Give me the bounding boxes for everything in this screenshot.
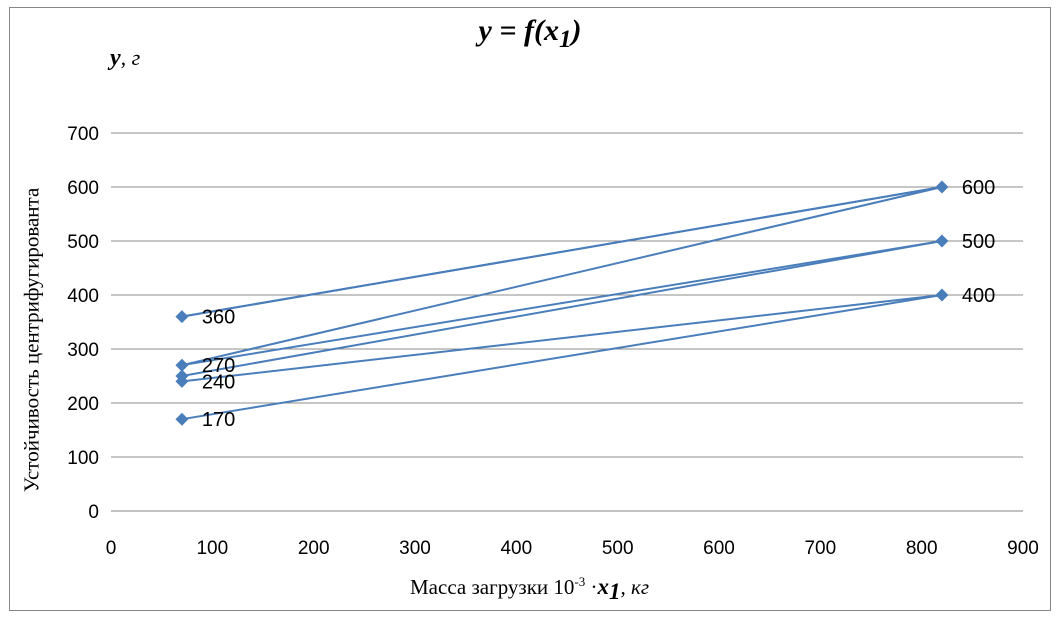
data-point-marker bbox=[175, 310, 189, 324]
y-tick-label: 300 bbox=[67, 340, 99, 361]
x-tick-label: 300 bbox=[399, 538, 431, 559]
series-layer bbox=[181, 186, 943, 421]
y-tick-label: 0 bbox=[88, 502, 99, 523]
data-label: 400 bbox=[962, 285, 995, 307]
title-base: y = f(x bbox=[478, 14, 559, 47]
chart-title: y = f(x1) bbox=[400, 14, 660, 54]
x-unit: , кг bbox=[620, 575, 650, 599]
y-tick-labels: 0 100 200 300 400 500 600 700 bbox=[67, 124, 99, 523]
data-point-marker bbox=[175, 412, 189, 426]
x-label-text: Масса загрузки 10 bbox=[410, 575, 575, 599]
x-tick-label: 100 bbox=[196, 538, 228, 559]
title-end: ) bbox=[571, 14, 582, 47]
y-tick-label: 200 bbox=[67, 394, 99, 415]
data-point-marker bbox=[935, 180, 949, 194]
data-label: 240 bbox=[202, 371, 235, 393]
y-tick-label: 700 bbox=[67, 124, 99, 145]
data-label: 600 bbox=[962, 177, 995, 199]
y-tick-label: 100 bbox=[67, 448, 99, 469]
y-unit-label: y, г bbox=[110, 45, 140, 72]
data-label: 500 bbox=[962, 231, 995, 253]
x-label-exponent: -3 bbox=[574, 574, 586, 589]
data-label: 270 bbox=[202, 355, 235, 377]
series-line bbox=[181, 294, 943, 421]
x-axis-label: Масса загрузки 10-3 ·x1, кг bbox=[410, 574, 649, 605]
x-tick-label: 600 bbox=[703, 538, 735, 559]
series-line bbox=[181, 186, 943, 318]
x-variable-subscript: 1 bbox=[609, 579, 621, 605]
data-point-marker bbox=[175, 358, 189, 372]
x-tick-labels: 0 100 200 300 400 500 600 700 800 900 bbox=[106, 538, 1039, 559]
y-tick-label: 400 bbox=[67, 286, 99, 307]
data-point-marker bbox=[935, 288, 949, 302]
x-tick-label: 500 bbox=[602, 538, 634, 559]
x-tick-label: 400 bbox=[500, 538, 532, 559]
series-line bbox=[181, 240, 943, 377]
y-tick-label: 500 bbox=[67, 232, 99, 253]
markers-layer bbox=[175, 180, 949, 426]
chart-frame bbox=[9, 7, 1051, 611]
data-label: 360 bbox=[202, 307, 235, 329]
x-tick-label: 200 bbox=[298, 538, 330, 559]
x-tick-label: 800 bbox=[906, 538, 938, 559]
x-tick-label: 700 bbox=[804, 538, 836, 559]
grid-layer bbox=[111, 132, 1023, 512]
series-line bbox=[181, 294, 943, 383]
y-variable: y bbox=[110, 45, 121, 71]
series-line bbox=[181, 240, 943, 367]
data-point-marker bbox=[935, 234, 949, 248]
x-variable: x bbox=[597, 574, 610, 599]
y-tick-label: 600 bbox=[67, 178, 99, 199]
x-tick-label: 900 bbox=[1007, 538, 1039, 559]
data-label: 170 bbox=[202, 409, 235, 431]
x-label-dot: · bbox=[585, 575, 598, 599]
y-unit: , г bbox=[120, 45, 141, 70]
series-line bbox=[181, 186, 943, 367]
title-subscript: 1 bbox=[558, 26, 572, 53]
data-point-marker bbox=[175, 374, 189, 388]
x-tick-label: 0 bbox=[106, 538, 117, 559]
